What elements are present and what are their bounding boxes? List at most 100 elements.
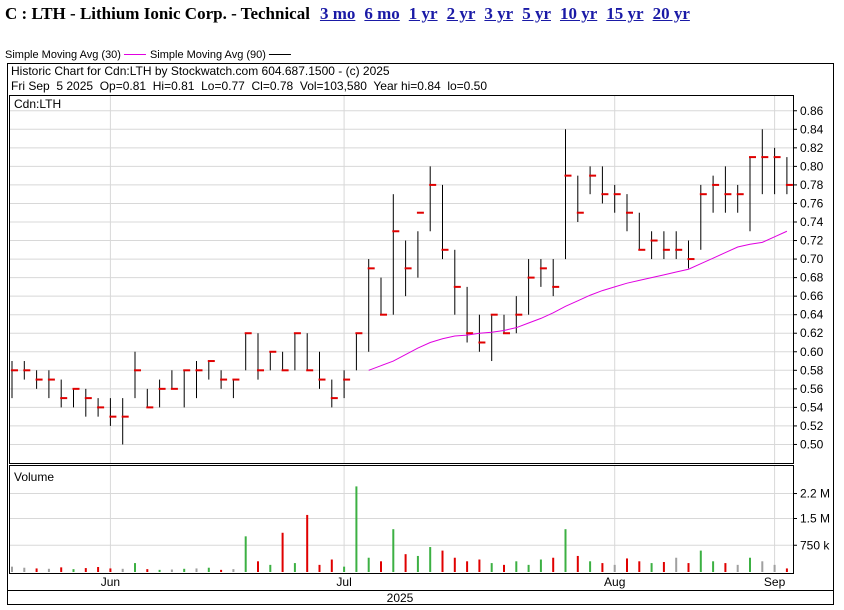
volume-bar [773, 564, 776, 572]
volume-bar [306, 514, 309, 572]
y2-tick-label: 2.2 M [800, 487, 830, 501]
range-link[interactable]: 10 yr [559, 4, 598, 23]
chart-subtitle: Fri Sep 5 2025 Op=0.81 Hi=0.81 Lo=0.77 C… [11, 79, 487, 93]
volume-bar [761, 561, 764, 572]
range-link[interactable]: 20 yr [652, 4, 690, 23]
moving-average [368, 230, 788, 371]
volume-bar [281, 532, 284, 572]
volume-bar [453, 557, 456, 572]
y-tick-label: 0.66 [800, 289, 824, 303]
range-link[interactable]: 3 yr [484, 4, 514, 23]
volume-bar [441, 550, 444, 572]
range-link[interactable]: 15 yr [606, 4, 644, 23]
volume-bar [134, 563, 136, 572]
range-link[interactable]: 1 yr [408, 4, 438, 23]
volume-bar [232, 569, 235, 572]
volume-bar [785, 568, 788, 572]
volume-bar [183, 568, 186, 572]
volume-bar [539, 559, 542, 572]
volume-bar [330, 559, 333, 572]
volume-bar [613, 564, 616, 572]
volume-bar [466, 561, 469, 572]
legend-label: Simple Moving Avg (90) [150, 49, 266, 61]
x-tick-label: Jun [101, 575, 120, 589]
volume-bar [478, 559, 481, 572]
volume-label: Volume [14, 470, 54, 484]
volume-bar [626, 558, 628, 572]
x-tick-label: Jul [336, 575, 351, 589]
volume-bar [23, 567, 26, 572]
volume-bar [146, 569, 149, 572]
page-title: C : LTH - Lithium Ionic Corp. - Technica… [5, 4, 310, 23]
y-tick-label: 0.78 [800, 178, 824, 192]
volume-bar [343, 566, 346, 572]
year-label: 2025 [387, 591, 414, 605]
volume-bar [392, 529, 395, 572]
y2-tick-label: 750 k [800, 538, 830, 552]
volume-bar [60, 567, 63, 572]
volume-bar [650, 563, 653, 572]
volume-bar [638, 561, 641, 572]
volume-bar [527, 564, 530, 572]
legend-label: Simple Moving Avg (30) [5, 49, 121, 61]
x-tick-label: Aug [604, 575, 625, 589]
y-tick-label: 0.70 [800, 252, 824, 266]
volume-bar [429, 547, 432, 572]
volume-bar [170, 569, 173, 572]
volume-bar [515, 561, 518, 572]
chart-title: Historic Chart for Cdn:LTH by Stockwatch… [11, 64, 390, 78]
volume-bar [109, 568, 112, 572]
volume-bar [490, 563, 493, 572]
y-tick-label: 0.72 [800, 234, 824, 248]
volume-bar [257, 561, 259, 572]
volume-bar [11, 566, 13, 572]
volume-panel [9, 465, 794, 574]
volume-bar [404, 554, 407, 572]
volume-bar [220, 569, 223, 572]
y-tick-label: 0.76 [800, 196, 824, 210]
y-tick-label: 0.52 [800, 419, 824, 433]
volume-bar [367, 557, 370, 572]
y-tick-label: 0.50 [800, 437, 824, 451]
range-link[interactable]: 3 mo [319, 4, 356, 23]
range-link[interactable]: 6 mo [364, 4, 400, 23]
volume-bar [158, 569, 161, 572]
volume-bar [724, 563, 727, 572]
y-tick-label: 0.86 [800, 104, 824, 118]
volume-bar [675, 557, 678, 572]
volume-bar [97, 567, 100, 572]
y-tick-label: 0.74 [800, 215, 824, 229]
volume-bar [662, 562, 665, 572]
range-link[interactable]: 2 yr [446, 4, 476, 23]
y-tick-label: 0.64 [800, 308, 824, 322]
volume-bar [207, 567, 210, 572]
volume-bar [699, 550, 702, 572]
volume-bar [195, 568, 198, 572]
header: C : LTH - Lithium Ionic Corp. - Technica… [5, 4, 690, 24]
range-links: 3 mo 6 mo 1 yr 2 yr 3 yr 5 yr 10 yr 15 yr 20 yr [320, 4, 690, 24]
y-tick-label: 0.58 [800, 363, 824, 377]
volume-bar [244, 536, 247, 572]
volume-bar [380, 561, 382, 572]
volume-bar [269, 564, 272, 572]
price-panel [9, 95, 794, 464]
volume-bar [35, 568, 38, 572]
volume-bar [293, 563, 296, 572]
y-tick-label: 0.54 [800, 400, 824, 414]
y-tick-label: 0.82 [800, 141, 824, 155]
y-tick-label: 0.84 [800, 122, 824, 136]
y2-tick-label: 1.5 M [800, 512, 830, 526]
volume-bar [121, 568, 124, 572]
volume-bar [318, 564, 321, 572]
volume-bar [687, 563, 690, 572]
y-tick-label: 0.68 [800, 271, 824, 285]
range-link[interactable]: 5 yr [522, 4, 551, 23]
volume-bar [564, 529, 567, 572]
volume-bar [47, 568, 50, 572]
volume-bar [84, 568, 87, 572]
x-tick-label: Sep [764, 575, 786, 589]
y-tick-label: 0.56 [800, 382, 824, 396]
y-tick-label: 0.80 [800, 159, 824, 173]
volume-bar [712, 561, 715, 572]
